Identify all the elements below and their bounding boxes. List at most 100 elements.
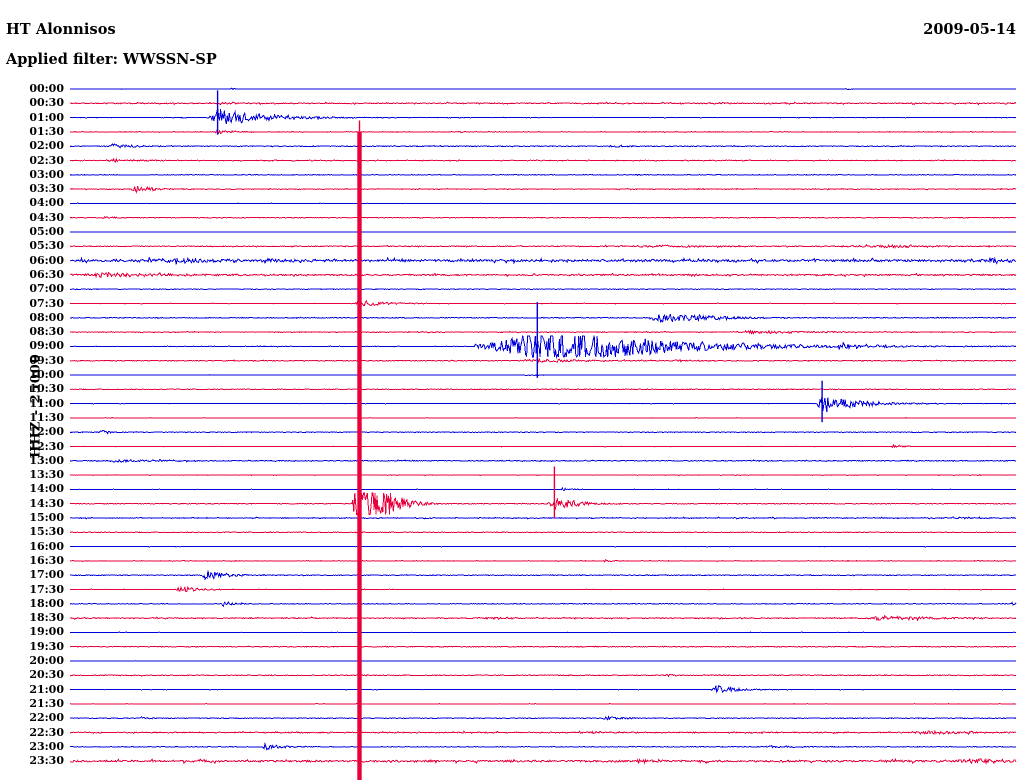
trace-line xyxy=(69,173,1017,177)
time-tick-label: 14:30 xyxy=(29,496,64,510)
event-overflow-tail xyxy=(553,466,556,518)
time-tick-label: 10:00 xyxy=(29,368,64,381)
time-tick-label: 22:30 xyxy=(29,725,64,739)
trace-line xyxy=(69,256,1017,265)
time-tick-label: 04:00 xyxy=(29,196,64,210)
time-tick-label: 14:00 xyxy=(29,482,64,496)
time-tick-label: 02:30 xyxy=(29,153,64,167)
trace-line xyxy=(69,215,1017,219)
trace-line xyxy=(69,631,1016,634)
time-tick-label: 18:30 xyxy=(29,611,64,625)
time-tick-label: 05:00 xyxy=(29,225,64,238)
time-tick-label: 20:00 xyxy=(29,654,64,667)
time-axis-ticks: 00:00 00:30 01:00 01:30 02:00 02:30 03:00 03:30… xyxy=(0,0,64,780)
trace-line xyxy=(70,288,1017,291)
time-tick-label: 09:30 xyxy=(29,353,64,367)
trace-line xyxy=(69,531,1016,534)
trace-line xyxy=(70,714,1017,721)
trace-line xyxy=(70,335,1017,359)
time-tick-label: 08:00 xyxy=(29,310,64,324)
time-tick-label: 05:30 xyxy=(29,239,64,253)
trace-line xyxy=(69,417,1017,419)
event-overflow-tail xyxy=(216,90,219,135)
trace-line xyxy=(70,374,1017,377)
trace-line xyxy=(70,684,1016,694)
trace-line xyxy=(69,143,1017,149)
trace-line xyxy=(69,329,1016,335)
trace-line xyxy=(69,601,1017,607)
trace-line xyxy=(69,429,1017,435)
time-tick-label: 13:30 xyxy=(29,468,64,482)
time-tick-label: 03:30 xyxy=(29,182,64,196)
clipped-event-marker xyxy=(357,131,362,780)
trace-line xyxy=(69,645,1017,648)
trace-line xyxy=(69,729,1017,735)
time-tick-label: 15:00 xyxy=(29,511,64,524)
time-tick-label: 23:30 xyxy=(29,754,64,768)
event-overflow-tail xyxy=(536,302,538,378)
trace-line xyxy=(69,486,1016,492)
time-tick-label: 06:00 xyxy=(29,253,64,267)
record-date: 2009-05-14 xyxy=(923,21,1016,38)
event-overflow-tail xyxy=(821,380,823,423)
trace-line xyxy=(70,443,1017,449)
time-tick-label: 16:30 xyxy=(29,553,64,567)
time-tick-label: 22:00 xyxy=(29,711,64,725)
trace-line xyxy=(70,202,1017,205)
time-tick-label: 09:00 xyxy=(29,339,64,353)
trace-line xyxy=(69,492,1017,515)
time-tick-label: 02:00 xyxy=(29,139,64,153)
time-tick-label: 15:30 xyxy=(29,525,64,539)
time-tick-label: 06:30 xyxy=(29,267,64,281)
time-tick-label: 01:00 xyxy=(29,110,64,124)
time-tick-label: 10:30 xyxy=(29,382,64,396)
trace-line xyxy=(69,660,1016,662)
trace-line xyxy=(69,157,1017,163)
trace-line xyxy=(69,757,1017,766)
trace-line xyxy=(70,741,1017,751)
trace-line xyxy=(69,570,1017,581)
time-tick-label: 17:00 xyxy=(29,568,64,582)
trace-line xyxy=(69,614,1017,622)
page-title: HT Alonnisos xyxy=(6,21,116,38)
time-tick-label: 16:00 xyxy=(29,539,64,553)
time-tick-label: 07:30 xyxy=(29,296,64,310)
time-tick-label: 07:00 xyxy=(29,282,64,296)
time-tick-label: 20:30 xyxy=(29,668,64,682)
time-tick-label: 04:30 xyxy=(29,210,64,224)
trace-line xyxy=(69,458,1017,463)
time-tick-label: 11:00 xyxy=(29,396,64,410)
time-tick-label: 19:00 xyxy=(29,625,64,639)
trace-line xyxy=(70,108,1016,124)
applied-filter-label: Applied filter: WWSSN-SP xyxy=(6,51,217,68)
trace-line xyxy=(69,101,1017,106)
trace-line xyxy=(69,395,1017,412)
time-tick-label: 21:00 xyxy=(29,682,64,696)
trace-line xyxy=(69,516,1017,520)
trace-line xyxy=(69,558,1017,563)
trace-line xyxy=(69,673,1017,678)
time-tick-label: 00:30 xyxy=(29,96,64,110)
time-tick-label: 01:30 xyxy=(29,124,64,138)
time-tick-label: 08:30 xyxy=(29,325,64,339)
trace-line xyxy=(69,129,1017,135)
trace-line xyxy=(69,299,1017,308)
trace-line xyxy=(69,357,1017,364)
time-tick-label: 19:30 xyxy=(29,639,64,653)
time-tick-label: 11:30 xyxy=(29,410,64,424)
time-tick-label: 00:00 xyxy=(29,82,64,95)
time-tick-label: 12:00 xyxy=(29,425,64,439)
trace-line xyxy=(69,243,1017,249)
time-tick-label: 12:30 xyxy=(29,439,64,453)
time-tick-label: 13:00 xyxy=(29,453,64,467)
trace-line xyxy=(69,474,1016,477)
trace-line xyxy=(69,702,1017,705)
trace-line xyxy=(69,313,1016,324)
time-tick-label: 03:00 xyxy=(29,167,64,181)
trace-line xyxy=(69,87,1017,91)
time-tick-label: 17:30 xyxy=(29,582,64,596)
trace-line xyxy=(69,545,1017,548)
